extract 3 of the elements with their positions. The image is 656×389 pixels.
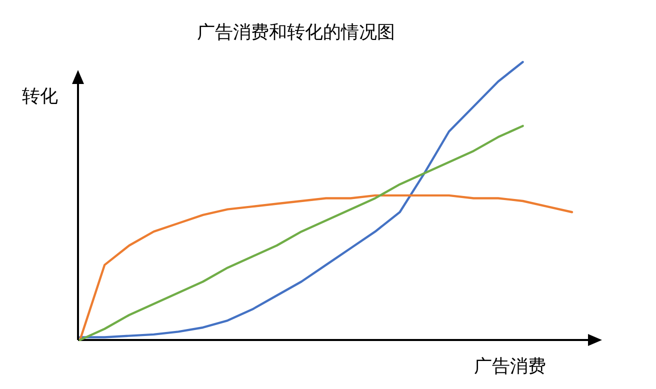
chart-title: 广告消费和转化的情况图 (197, 22, 395, 43)
y-axis-title: 转化 (22, 86, 58, 107)
x-axis-title: 广告消费 (474, 356, 546, 377)
